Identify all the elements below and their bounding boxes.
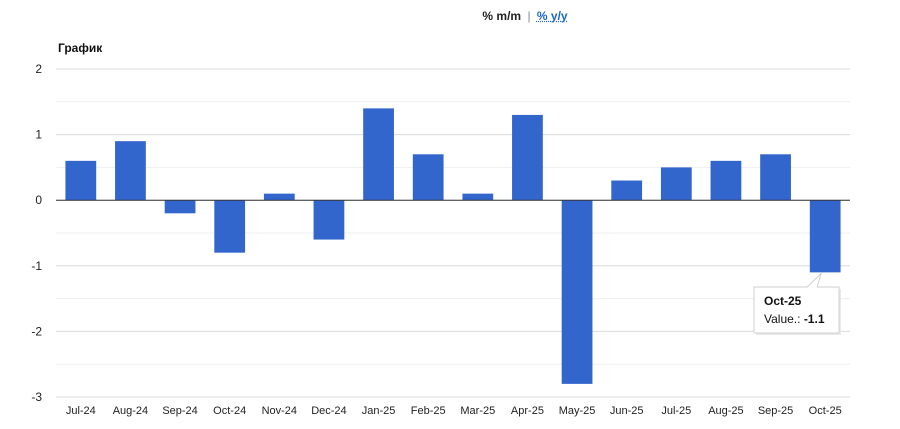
x-tick-label: May-25 <box>559 405 596 417</box>
y-tick-label: -1 <box>31 259 42 273</box>
x-tick-label: Aug-25 <box>708 405 743 417</box>
tooltip-value: Value.: -1.1 <box>764 312 825 326</box>
bar-aug-25 <box>710 160 742 201</box>
x-tick-label: Nov-24 <box>262 405 297 417</box>
bar-jun-25 <box>611 180 643 201</box>
bar-apr-25 <box>512 114 543 201</box>
toggle-separator: | <box>527 9 531 23</box>
bar-feb-25 <box>412 154 444 201</box>
bar-jul-25 <box>660 167 692 201</box>
y-tick-label: 1 <box>35 128 42 142</box>
y-tick-label: 0 <box>35 193 42 207</box>
x-tick-label: Sep-24 <box>162 405 197 417</box>
mm-toggle[interactable]: % m/m <box>482 9 522 23</box>
series-toggle: % m/m | % y/y <box>0 9 900 23</box>
x-tick-label: Jan-25 <box>362 405 396 417</box>
x-tick-label: Jul-24 <box>66 405 96 417</box>
x-tick-label: Aug-24 <box>113 405 148 417</box>
x-tick-label: Apr-25 <box>511 405 544 417</box>
x-tick-label: Jun-25 <box>610 405 644 417</box>
yy-toggle-link[interactable]: % y/y <box>536 9 568 23</box>
x-tick-label: Jul-25 <box>661 405 691 417</box>
x-tick-label: Mar-25 <box>460 405 495 417</box>
bar-aug-24 <box>115 141 146 201</box>
bar-mar-25 <box>462 193 494 201</box>
tooltip-category: Oct-25 <box>764 294 802 308</box>
tooltip-box <box>753 271 840 334</box>
bar-oct-25 <box>809 200 841 273</box>
x-tick-label: Oct-24 <box>213 405 246 417</box>
x-tick-label: Sep-25 <box>758 405 793 417</box>
bar-sep-25 <box>760 154 791 201</box>
bar-sep-24 <box>164 200 196 214</box>
x-tick-label: Oct-25 <box>809 405 842 417</box>
bar-jul-24 <box>65 160 97 201</box>
bar-jan-25 <box>363 108 394 201</box>
bar-may-25 <box>561 200 593 384</box>
chart-title: График <box>58 41 103 55</box>
y-tick-label: 2 <box>35 62 42 76</box>
y-tick-label: -3 <box>31 390 42 404</box>
bar-dec-24 <box>313 200 345 240</box>
bar-oct-24 <box>214 200 246 253</box>
bar-nov-24 <box>263 193 295 201</box>
x-tick-label: Feb-25 <box>411 405 446 417</box>
x-tick-label: Dec-24 <box>311 405 346 417</box>
y-tick-label: -2 <box>31 324 42 338</box>
